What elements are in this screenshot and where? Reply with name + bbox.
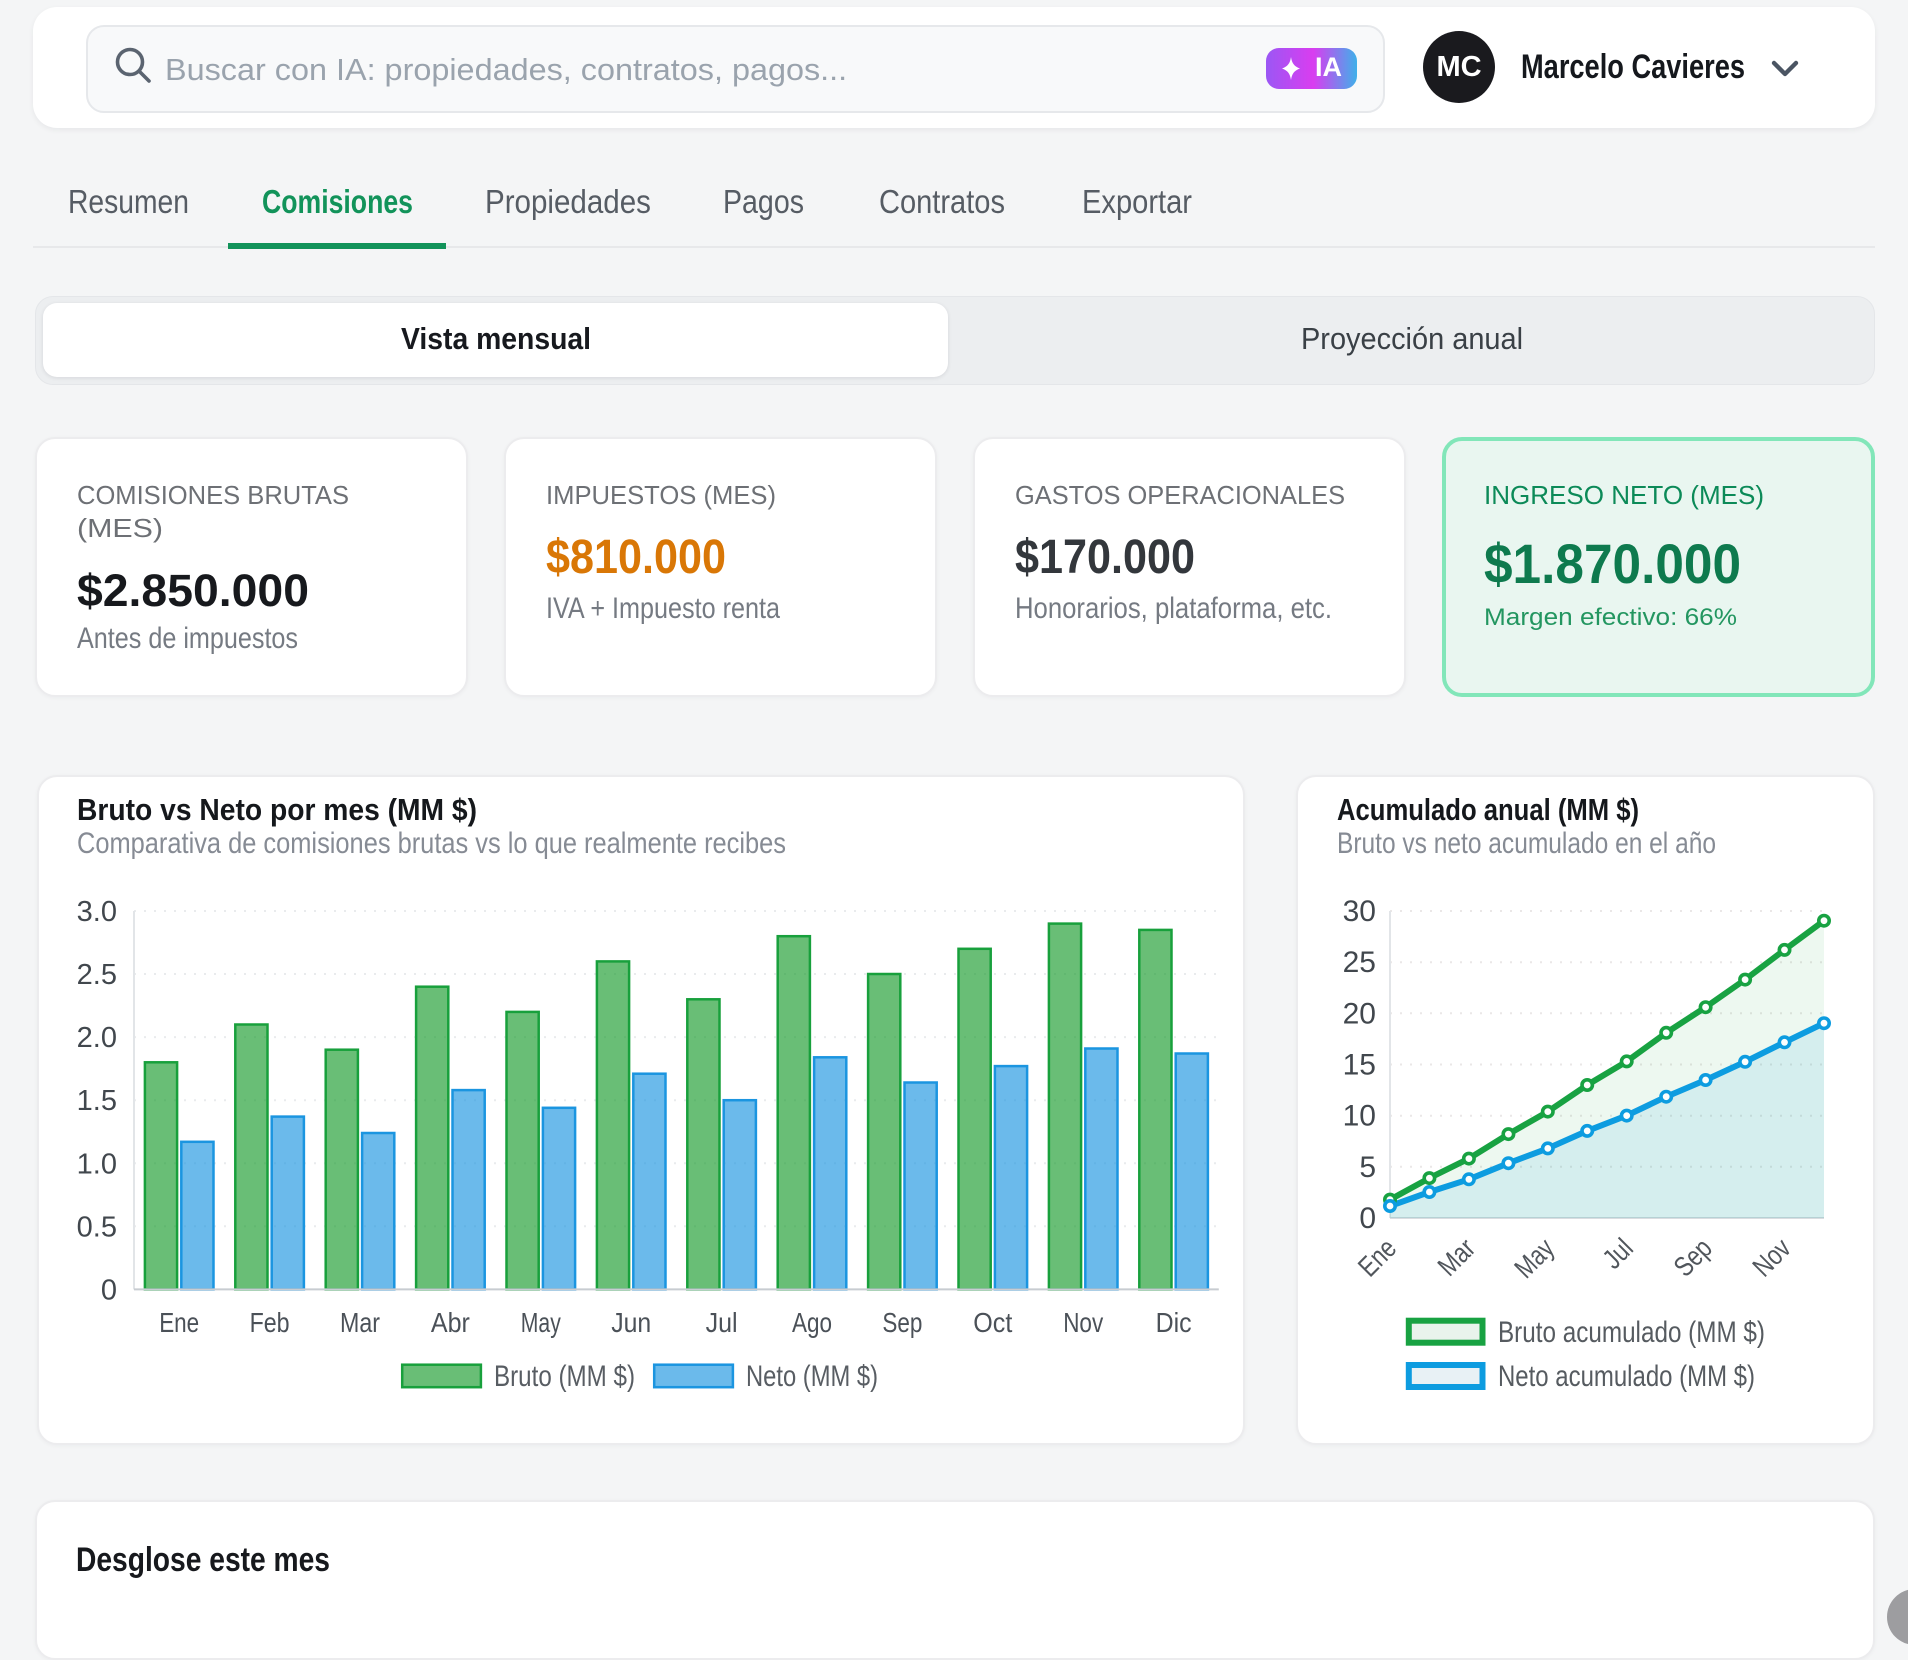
svg-text:Sep: Sep [882,1307,922,1338]
svg-text:Neto acumulado (MM $): Neto acumulado (MM $) [1498,1360,1755,1393]
svg-text:Dic: Dic [1156,1307,1192,1338]
svg-text:10: 10 [1343,1100,1376,1133]
svg-text:Mar: Mar [1432,1232,1481,1281]
svg-text:May: May [1508,1232,1560,1284]
svg-text:Jul: Jul [706,1307,738,1338]
svg-text:2.0: 2.0 [77,1022,117,1054]
svg-text:30: 30 [1343,895,1376,928]
svg-text:Mar: Mar [340,1307,380,1338]
svg-text:Nov: Nov [1747,1232,1797,1282]
svg-text:Bruto acumulado (MM $): Bruto acumulado (MM $) [1498,1316,1765,1349]
svg-text:2.5: 2.5 [77,959,117,991]
svg-text:3.0: 3.0 [77,896,117,928]
svg-text:0: 0 [1359,1202,1376,1235]
svg-text:Nov: Nov [1063,1307,1103,1338]
svg-text:Ene: Ene [159,1307,199,1338]
svg-text:20: 20 [1343,997,1376,1030]
svg-text:25: 25 [1343,946,1376,979]
svg-text:Oct: Oct [973,1307,1012,1338]
svg-text:Neto (MM $): Neto (MM $) [746,1360,878,1393]
svg-text:5: 5 [1359,1151,1376,1184]
svg-text:Feb: Feb [250,1307,290,1338]
svg-text:Jun: Jun [611,1307,651,1338]
svg-text:Ene: Ene [1352,1232,1402,1282]
svg-text:0: 0 [101,1274,117,1306]
svg-text:May: May [521,1307,561,1338]
svg-text:1.5: 1.5 [77,1085,117,1117]
svg-text:15: 15 [1343,1049,1376,1082]
svg-text:Sep: Sep [1668,1232,1718,1282]
svg-text:Abr: Abr [431,1307,470,1338]
svg-text:Ago: Ago [792,1307,832,1338]
svg-text:Bruto (MM $): Bruto (MM $) [494,1360,635,1393]
svg-text:Jul: Jul [1597,1232,1639,1274]
svg-text:1.0: 1.0 [77,1148,117,1180]
svg-text:0.5: 0.5 [77,1211,117,1243]
